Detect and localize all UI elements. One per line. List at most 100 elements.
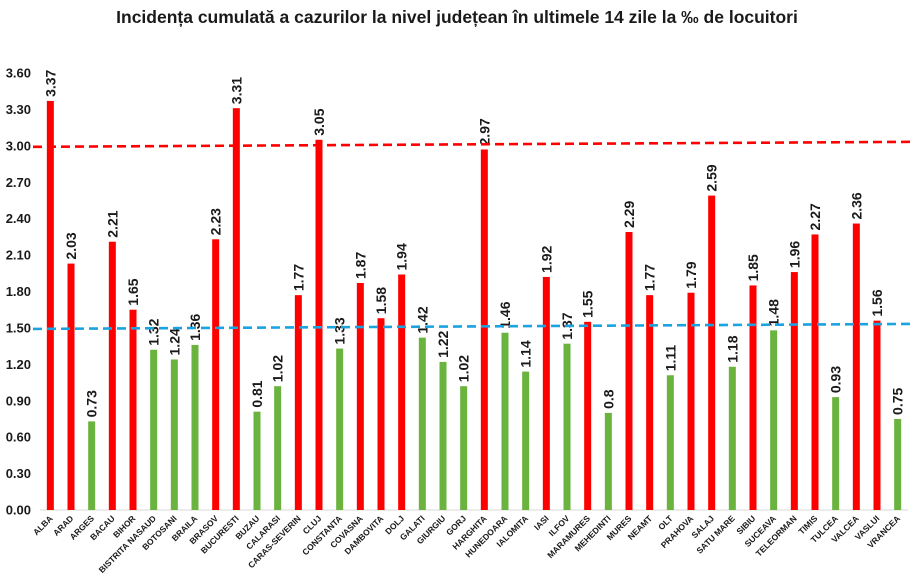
bar-caras-severin	[294, 295, 302, 510]
y-tick-label: 0.90	[6, 393, 31, 408]
bar-value-label: 0.8	[600, 389, 616, 409]
bar-value-label: 2.03	[63, 232, 79, 259]
y-tick-label: 0.30	[6, 466, 31, 481]
bar-galati	[418, 337, 426, 510]
y-tick-label: 1.80	[6, 284, 31, 299]
bar-value-label: 3.05	[311, 108, 327, 135]
bar-value-label: 3.31	[228, 77, 244, 104]
bar-value-label: 2.23	[208, 208, 224, 235]
y-tick-label: 1.20	[6, 357, 31, 372]
bar-hunedoara	[501, 332, 509, 510]
y-tick-label: 3.30	[6, 102, 31, 117]
bar-satu-mare	[728, 366, 736, 510]
bar-value-label: 2.29	[621, 201, 637, 228]
bar-bacau	[108, 241, 116, 510]
x-category-label: ALBA	[31, 513, 55, 537]
bar-value-label: 1.77	[642, 264, 658, 291]
bar-value-label: 1.18	[724, 335, 740, 362]
bar-value-label: 1.11	[662, 345, 678, 372]
bar-gorj	[460, 386, 468, 510]
bar-value-label: 1.55	[580, 290, 596, 317]
bar-valcea	[852, 223, 860, 510]
bar-braila	[191, 344, 199, 510]
bar-value-label: 2.21	[104, 210, 120, 237]
bar-neamt	[646, 295, 654, 510]
bar-mehedinti	[604, 412, 612, 510]
chart-title: Incidența cumulată a cazurilor la nivel …	[116, 7, 798, 27]
bar-value-label: 1.02	[270, 355, 286, 382]
y-tick-label: 2.40	[6, 211, 31, 226]
bar-value-label: 0.73	[84, 390, 100, 417]
bar-value-label: 1.77	[290, 264, 306, 291]
bar-bistrita-nasaud	[150, 349, 158, 510]
bar-bihor	[129, 309, 137, 510]
bar-value-label: 1.24	[166, 328, 182, 355]
threshold-line-3	[32, 140, 913, 149]
bar-ilfov	[563, 343, 571, 510]
bar-value-label: 0.81	[249, 380, 265, 407]
bar-calarasi	[274, 386, 282, 510]
y-tick-label: 0.60	[6, 430, 31, 445]
bar-buzau	[253, 411, 261, 510]
y-tick-label: 3.60	[6, 66, 31, 81]
bar-sibiu	[749, 285, 757, 510]
bar-constanta	[336, 348, 344, 510]
bar-value-label: 1.46	[497, 301, 513, 328]
y-tick-label: 2.10	[6, 248, 31, 263]
threshold-line-1-5	[32, 322, 913, 331]
bar-tulcea	[832, 397, 840, 510]
bar-olt	[666, 375, 674, 510]
bar-value-label: 1.14	[518, 340, 534, 367]
bar-timis	[811, 234, 819, 511]
bar-alba	[46, 100, 54, 511]
bar-vaslui	[873, 320, 881, 510]
bar-harghita	[480, 149, 488, 510]
y-tick-label: 0.00	[6, 503, 31, 518]
bar-value-label: 1.92	[538, 245, 554, 272]
bar-value-label: 1.33	[332, 317, 348, 344]
bar-value-label: 1.85	[745, 254, 761, 281]
bar-dolj	[398, 274, 406, 510]
bar-salaj	[708, 195, 716, 510]
bar-value-label: 1.02	[456, 355, 472, 382]
bar-value-label: 2.97	[476, 118, 492, 145]
bar-value-label: 2.59	[704, 164, 720, 191]
bar-arges	[88, 421, 96, 510]
bar-giurgiu	[439, 361, 447, 510]
bar-suceava	[770, 330, 778, 510]
bar-value-label: 1.65	[125, 278, 141, 305]
bar-bucuresti	[232, 108, 240, 511]
bar-brasov	[212, 239, 220, 510]
bar-arad	[67, 263, 75, 510]
bar-value-label: 2.27	[807, 203, 823, 230]
bar-maramures	[584, 321, 592, 510]
bar-covasna	[356, 283, 364, 510]
bar-value-label: 3.37	[42, 69, 58, 96]
bar-value-label: 1.42	[414, 306, 430, 333]
bar-cluj	[315, 139, 323, 510]
bar-dambovita	[377, 318, 385, 510]
bar-value-label: 1.79	[683, 261, 699, 288]
bar-ialomita	[522, 371, 530, 510]
bar-botosani	[170, 359, 178, 510]
bar-value-label: 1.56	[869, 289, 885, 316]
bar-value-label: 1.96	[786, 241, 802, 268]
bar-value-label: 1.48	[766, 299, 782, 326]
bar-value-label: 1.32	[146, 318, 162, 345]
bar-value-label: 1.87	[352, 252, 368, 279]
bar-teleorman	[790, 272, 798, 510]
bar-value-label: 1.22	[435, 330, 451, 357]
y-tick-label: 1.50	[6, 320, 31, 335]
bar-value-label: 2.36	[848, 192, 864, 219]
bar-value-label: 1.94	[394, 243, 410, 270]
bar-value-label: 0.93	[828, 366, 844, 393]
bar-vrancea	[894, 418, 902, 510]
bar-iasi	[542, 276, 550, 510]
bar-value-label: 1.58	[373, 287, 389, 314]
bar-prahova	[687, 292, 695, 510]
bar-mures	[625, 232, 633, 510]
y-tick-label: 3.00	[6, 138, 31, 153]
bar-value-label: 0.75	[890, 387, 906, 414]
y-tick-label: 2.70	[6, 175, 31, 190]
